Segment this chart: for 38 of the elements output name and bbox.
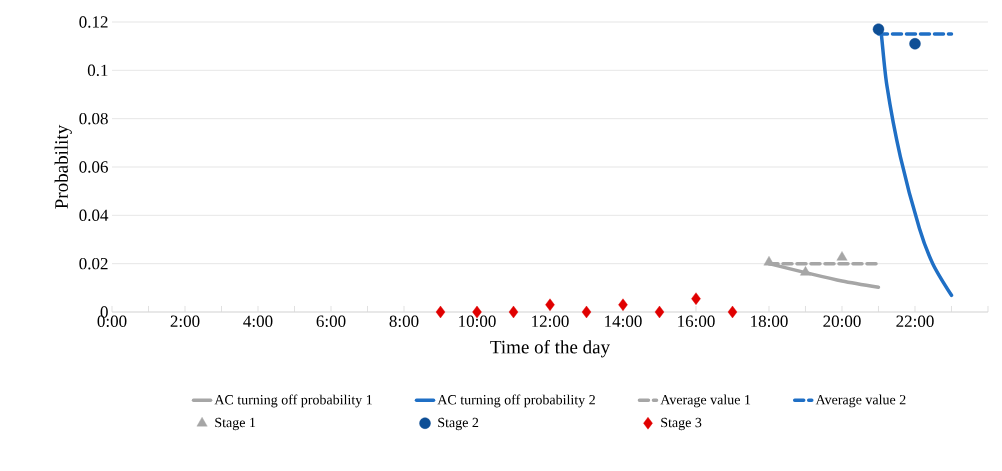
x-tick-label: 4:00 bbox=[243, 315, 273, 328]
x-axis-title: Time of the day bbox=[490, 339, 610, 358]
y-axis-title: Probability bbox=[54, 124, 72, 209]
legend-label: AC turning off probability 1 bbox=[214, 394, 372, 408]
legend-label: Average value 2 bbox=[815, 394, 906, 408]
x-tick-label: 20:00 bbox=[823, 315, 861, 328]
y-tick-label: 0.04 bbox=[79, 209, 109, 222]
point bbox=[654, 305, 665, 319]
point bbox=[691, 292, 701, 305]
point bbox=[909, 38, 921, 50]
x-tick-label: 8:00 bbox=[389, 315, 419, 328]
point bbox=[508, 305, 519, 319]
y-tick-label: 0.06 bbox=[79, 161, 108, 173]
point bbox=[545, 298, 555, 311]
x-tick-label: 16:00 bbox=[678, 315, 715, 328]
point bbox=[836, 251, 848, 261]
legend-label: Stage 3 bbox=[661, 417, 702, 431]
point bbox=[800, 266, 811, 276]
point bbox=[872, 23, 885, 35]
y-tick-label: 0.02 bbox=[79, 257, 108, 270]
x-tick-label: 10:00 bbox=[459, 315, 496, 328]
y-tick-label: 0.1 bbox=[87, 64, 108, 77]
legend-label: AC turning off probability 2 bbox=[437, 394, 595, 408]
x-tick-label: 18:00 bbox=[751, 315, 788, 328]
point bbox=[435, 305, 446, 319]
x-tick-label: 6:00 bbox=[316, 315, 346, 328]
legend-label: Average value 1 bbox=[660, 394, 751, 408]
x-tick-label: 12:00 bbox=[532, 315, 569, 328]
point bbox=[618, 298, 628, 311]
x-tick-label: 14:00 bbox=[605, 315, 642, 328]
legend-label: Stage 2 bbox=[438, 417, 479, 431]
point bbox=[581, 305, 592, 319]
x-tick-label: 22:00 bbox=[896, 315, 934, 328]
legend-label: Stage 1 bbox=[215, 417, 256, 431]
point bbox=[727, 305, 738, 319]
y-tick-label: 0.12 bbox=[79, 16, 108, 28]
x-tick-label: 2:00 bbox=[170, 315, 200, 328]
y-tick-label: 0.08 bbox=[79, 112, 108, 125]
